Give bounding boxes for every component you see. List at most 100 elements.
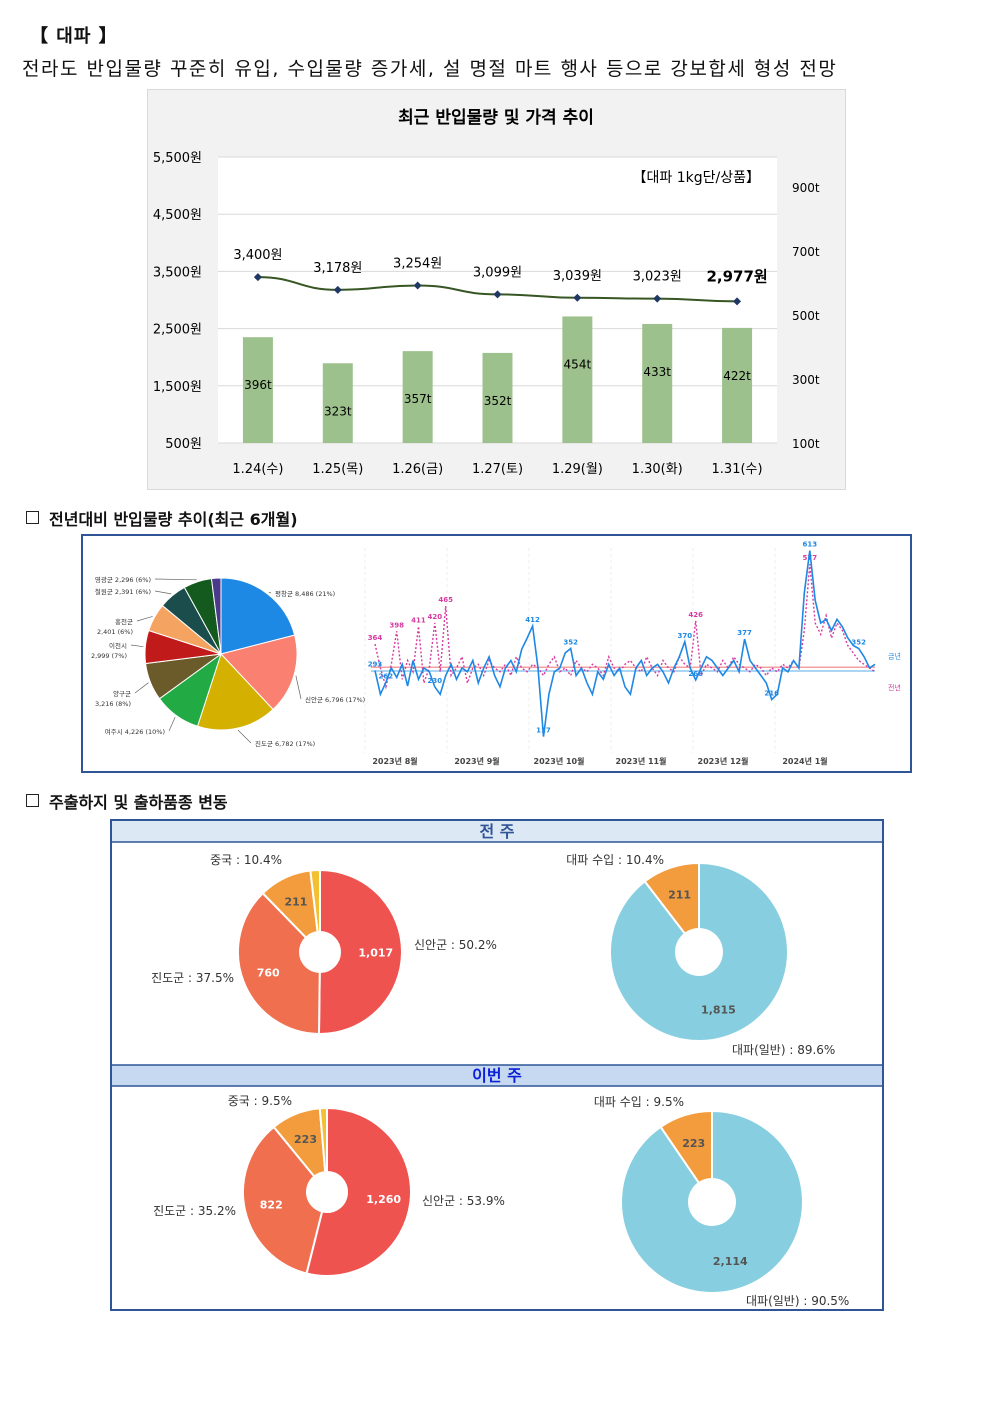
line-point-label: 117 xyxy=(536,727,551,735)
pie-leader xyxy=(168,716,176,732)
y-left-tick: 1,500원 xyxy=(153,380,202,395)
donut-value: 211 xyxy=(285,896,308,909)
unit-note: 【대파 1kg단/상품】 xyxy=(633,170,760,186)
x-tick: 1.27(토) xyxy=(472,462,523,477)
pie-leader xyxy=(268,592,272,594)
line-point-label: 216 xyxy=(764,690,779,698)
bar-label: 323t xyxy=(324,404,352,418)
y-right-tick: 300t xyxy=(792,373,820,387)
pie-slice xyxy=(220,577,296,655)
bar-label: 396t xyxy=(244,378,272,392)
donut-header-band xyxy=(112,821,882,842)
price-point xyxy=(573,293,582,302)
price-point xyxy=(253,273,262,282)
line-point-label: 268 xyxy=(688,670,703,678)
donut-slice xyxy=(309,868,321,934)
pie-leader xyxy=(134,682,149,694)
line-point-label: 398 xyxy=(389,621,404,629)
x-tick: 1.24(수) xyxy=(232,462,283,477)
x-tick: 1.25(목) xyxy=(312,462,363,477)
donut-label: 대파 수입 : 9.5% xyxy=(594,1095,684,1109)
page-heading: 【 대파 】 xyxy=(30,26,118,47)
donut-label: 진도군 : 37.5% xyxy=(151,971,234,985)
donut-value: 1,017 xyxy=(358,946,393,959)
pie-label: 이천시 xyxy=(109,641,127,650)
pie-slice xyxy=(210,577,222,655)
donut-slice xyxy=(305,1106,412,1277)
y-right-tick: 700t xyxy=(792,245,820,259)
price-label: 3,023원 xyxy=(633,270,682,285)
pie-label: 홍천군 xyxy=(115,617,133,626)
price-label: 3,099원 xyxy=(473,265,522,280)
donut-slice xyxy=(643,861,700,936)
pie-leader xyxy=(154,578,197,581)
pie-label: 영광군 2,296 (6%) xyxy=(95,575,151,584)
yoy-volume-panel: 평창군 8,486 (21%) 신안군 6,796 (17%) 진도군 6,782 … xyxy=(81,534,912,773)
y-left-tick: 2,500원 xyxy=(153,323,202,338)
section-title-volume-trend: 전년대비 반입물량 추이(최근 6개월) xyxy=(26,506,298,530)
pie-label: 양구군 xyxy=(113,690,131,698)
donut-label: 대파(일반) : 90.5% xyxy=(746,1294,849,1308)
series-line xyxy=(374,550,876,737)
donut-label: 대파 수입 : 10.4% xyxy=(566,853,664,867)
price-point xyxy=(733,297,742,306)
pie-label: 여주시 4,226 (10%) xyxy=(105,727,165,736)
summary-text: 전라도 반입물량 꾸준히 유입, 수입물량 증가세, 설 명절 마트 행사 등으… xyxy=(22,58,838,80)
bar xyxy=(562,316,593,443)
donut-value: 223 xyxy=(294,1133,317,1146)
series-name: 금년 xyxy=(888,651,901,660)
donut-label: 중국 : 9.5% xyxy=(228,1094,292,1108)
donut-value: 760 xyxy=(257,967,280,980)
bar-label: 454t xyxy=(564,357,592,371)
price-point xyxy=(413,281,422,290)
bar-label: 433t xyxy=(643,365,671,379)
pie-slice xyxy=(196,653,274,731)
donut-slice xyxy=(620,1109,804,1294)
price-volume-chart: 최근 반입물량 및 가격 추이 5,500원 4,500원 3,500원 2,500원 1… xyxy=(147,89,846,490)
series-name: 전년 xyxy=(888,683,901,692)
x-tick: 1.30(화) xyxy=(632,462,683,477)
y-right-tick: 500t xyxy=(792,309,820,323)
pie-label: 3,216 (8%) xyxy=(95,700,131,708)
line-point-label: 613 xyxy=(802,541,817,549)
price-label: 2,977원 xyxy=(706,267,767,285)
donut-slice xyxy=(237,891,321,1036)
line-x-tick: 2023년 9월 xyxy=(454,756,499,766)
pie-label: 철원군 2,391 (6%) xyxy=(95,587,151,596)
donut-slice xyxy=(242,1125,324,1275)
donut-label: 신안군 : 53.9% xyxy=(422,1194,505,1208)
line-x-tick: 2024년 1월 xyxy=(782,756,827,766)
donut-value: 223 xyxy=(682,1137,705,1150)
checkbox-icon xyxy=(26,794,39,807)
line-point-label: 465 xyxy=(438,596,453,604)
line-point-label: 420 xyxy=(427,613,442,621)
y-right-tick: 100t xyxy=(792,437,820,451)
origin-donut-svg: 전 주이번 주 1,017 신안군 : 50.2% 760 진도군 : 37.5% 211… xyxy=(112,821,882,1308)
line-point-label: 364 xyxy=(368,634,383,642)
bar-label: 352t xyxy=(484,394,512,408)
pie-leader xyxy=(295,675,302,700)
pie-label: 진도군 6,782 (17%) xyxy=(255,739,315,748)
pie-leader xyxy=(136,616,153,622)
donut-header: 전 주 xyxy=(479,822,514,841)
bar xyxy=(242,337,273,443)
line-point-label: 230 xyxy=(427,677,442,685)
yoy-volume-svg: 평창군 8,486 (21%) 신안군 6,796 (17%) 진도군 6,782 … xyxy=(91,541,901,766)
line-point-label: 412 xyxy=(525,616,540,624)
y-left-tick: 500원 xyxy=(165,437,202,452)
line-x-tick: 2023년 11월 xyxy=(616,756,667,766)
x-tick: 1.29(월) xyxy=(552,462,603,477)
line-x-tick: 2023년 10월 xyxy=(534,756,585,766)
line-point-label: 370 xyxy=(677,632,692,640)
bar xyxy=(482,352,513,443)
pie-label: 2,401 (6%) xyxy=(97,628,133,636)
bar-label: 422t xyxy=(723,369,751,383)
section-title-origin-change: 주출하지 및 출하품종 변동 xyxy=(26,789,228,813)
bar xyxy=(402,351,433,443)
pie-label: 2,999 (7%) xyxy=(91,652,127,660)
line-point-label: 426 xyxy=(688,611,703,619)
donut-label: 중국 : 10.4% xyxy=(210,853,282,867)
donut-value: 2,114 xyxy=(713,1255,748,1268)
line-x-tick: 2023년 8월 xyxy=(372,756,417,766)
donut-slice xyxy=(317,868,403,1035)
